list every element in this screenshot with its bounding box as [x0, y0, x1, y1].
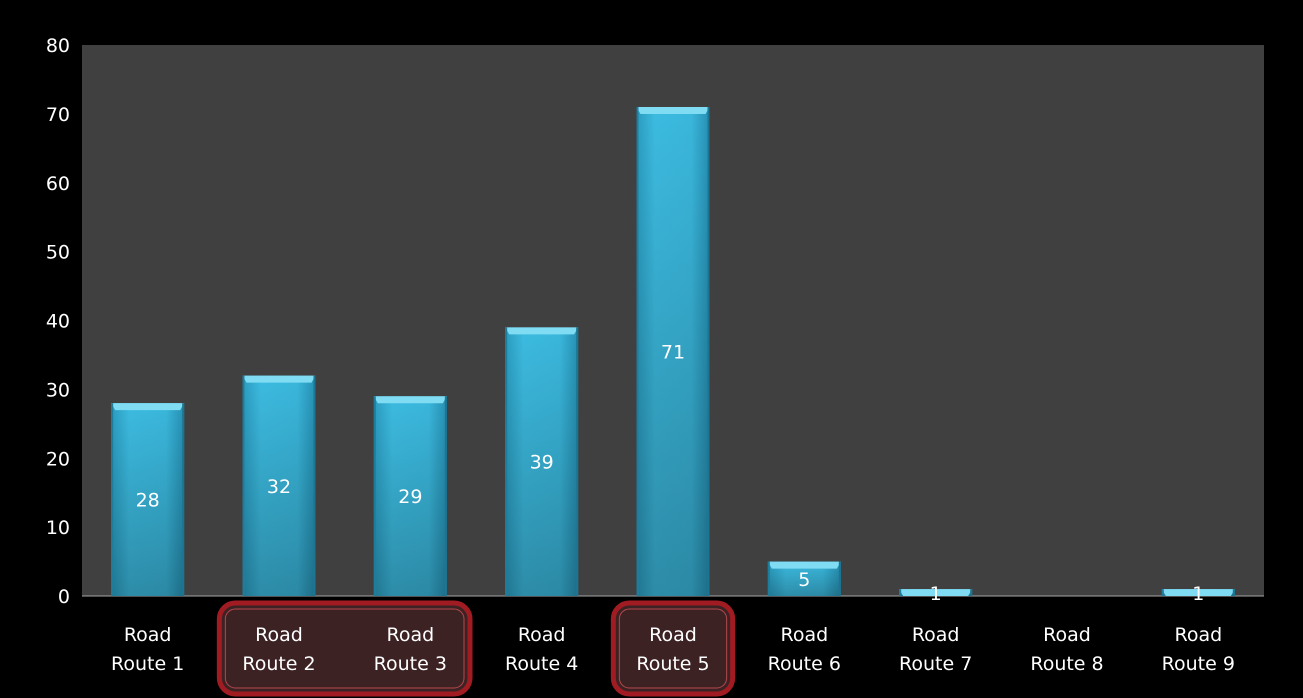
y-axis: 0 10 20 30 40 50 60 70 80: [46, 35, 70, 608]
bar: [373, 396, 447, 596]
x-tick-label: Route 3: [374, 653, 447, 675]
data-label: 28: [136, 490, 160, 512]
x-tick-label: Road: [912, 624, 960, 646]
bar: [1161, 589, 1235, 596]
x-tick-label: Route 1: [111, 653, 184, 675]
x-tick-label: Road: [1043, 624, 1091, 646]
y-tick-label: 20: [46, 448, 70, 470]
y-tick-label: 40: [46, 311, 70, 333]
x-tick-label: Route 5: [636, 653, 709, 675]
bars: [111, 106, 1235, 597]
x-tick-label: Road: [649, 624, 697, 646]
x-tick-label: Route 7: [899, 653, 972, 675]
x-tick-label: Road: [518, 624, 566, 646]
y-tick-label: 70: [46, 104, 70, 126]
data-label: 5: [798, 569, 810, 591]
data-label: 29: [398, 486, 422, 508]
data-label: 71: [661, 341, 685, 363]
x-tick-label: Route 9: [1162, 653, 1235, 675]
x-tick-label: Route 6: [768, 653, 841, 675]
y-tick-label: 0: [58, 586, 70, 608]
data-label: 39: [530, 452, 554, 474]
x-tick-label: Route 4: [505, 653, 578, 675]
y-tick-label: 30: [46, 379, 70, 401]
x-tick-label: Road: [255, 624, 303, 646]
data-label: 1: [1192, 583, 1204, 605]
x-tick-label: Route 2: [242, 653, 315, 675]
highlight-box-inner: [618, 608, 728, 689]
highlight-box: [610, 600, 736, 697]
bar: [111, 403, 185, 596]
highlight-box: [216, 600, 473, 697]
y-tick-label: 80: [46, 35, 70, 57]
data-labels: 28 32 29 39 71 5 1 1: [136, 341, 1205, 605]
y-tick-label: 60: [46, 173, 70, 195]
x-axis-labels: Road Route 1 Road Route 2 Road Route 3 Road Rou…: [111, 624, 1235, 675]
x-tick-label: Road: [780, 624, 828, 646]
bar: [767, 561, 841, 596]
x-tick-label: Route 8: [1030, 653, 1103, 675]
x-tick-label: Road: [124, 624, 172, 646]
y-tick-label: 10: [46, 517, 70, 539]
y-tick-label: 50: [46, 242, 70, 264]
bar: [505, 327, 579, 596]
bar: [899, 589, 973, 596]
x-tick-label: Road: [386, 624, 434, 646]
highlight-box-inner: [224, 608, 465, 689]
bar: [242, 375, 316, 596]
data-label: 1: [930, 583, 942, 605]
bar: [636, 106, 710, 597]
data-label: 32: [267, 476, 291, 498]
x-tick-label: Road: [1174, 624, 1222, 646]
highlight-boxes: [216, 600, 736, 697]
